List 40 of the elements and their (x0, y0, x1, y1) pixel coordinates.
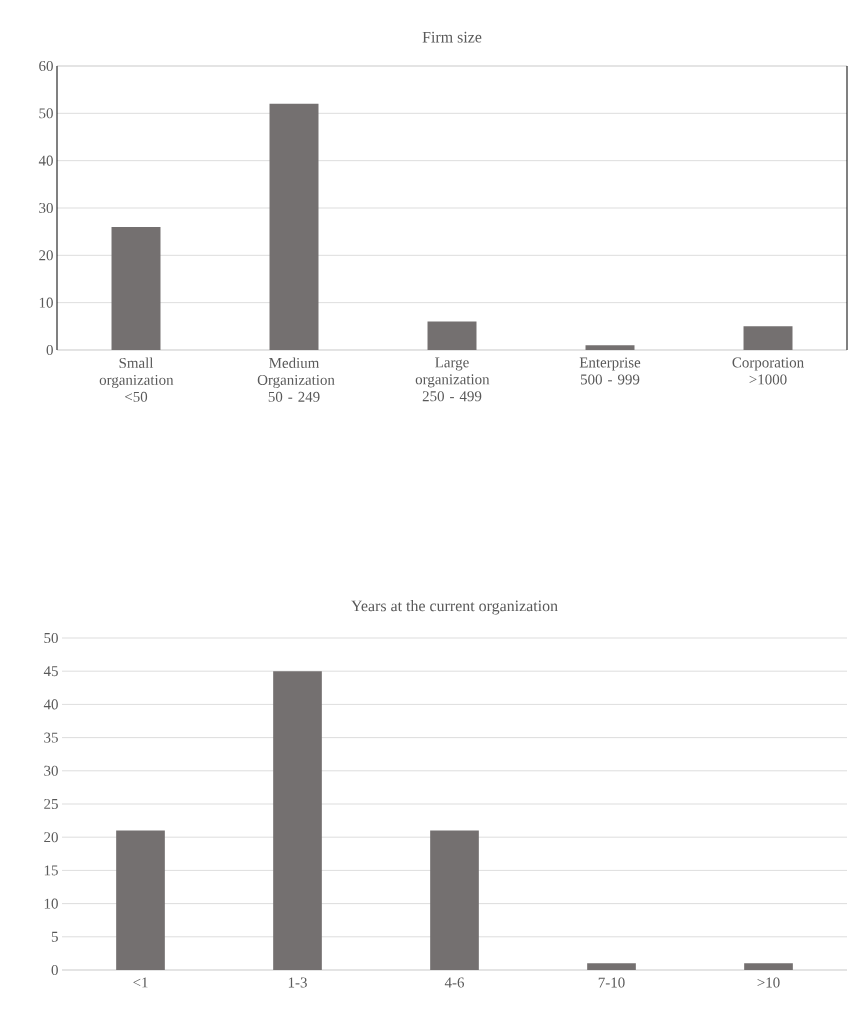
bar (743, 326, 793, 350)
bar (111, 226, 161, 350)
y-tick-label: 45 (43, 666, 58, 677)
bar (430, 830, 479, 970)
y-tick-label: 20 (44, 832, 58, 843)
bar (269, 103, 319, 350)
y-tick-label: 30 (44, 765, 58, 776)
y-tick-label: 25 (44, 798, 58, 810)
y-tick-label: 35 (44, 732, 58, 743)
bar (116, 830, 165, 970)
y-tick-label: 5 (51, 931, 58, 942)
x-tick-label: 1-3 (288, 977, 307, 988)
bar (744, 963, 793, 970)
bar (587, 963, 636, 970)
y-tick-label: 50 (39, 108, 53, 119)
x-tick-label: Small organization <50 (99, 357, 174, 402)
x-tick-label: 4-6 (444, 977, 465, 988)
x-tick-label: Corporation >1000 (732, 357, 804, 385)
x-tick-label: >10 (757, 977, 780, 988)
y-tick-label: 40 (38, 155, 53, 166)
bar (427, 321, 477, 350)
y-tick-label: 0 (46, 344, 53, 356)
y-tick-label: 40 (43, 699, 58, 710)
y-tick-label: 10 (39, 297, 53, 308)
y-tick-label: 0 (51, 964, 58, 976)
y-tick-label: 10 (44, 898, 58, 909)
y-tick-label: 15 (44, 865, 58, 876)
chart-title: Years at the current organization (351, 600, 558, 615)
x-tick-label: Large organization 250 - 499 (415, 357, 490, 402)
chart-title: Firm size (422, 31, 482, 43)
x-tick-label: 7-10 (598, 977, 625, 988)
x-tick-label: Enterprise 500 - 999 (579, 357, 641, 385)
x-tick-label: Medium Organization 50 - 249 (257, 357, 335, 402)
x-tick-label: <1 (133, 977, 148, 988)
y-tick-label: 60 (39, 60, 53, 72)
y-tick-label: 20 (39, 250, 53, 261)
y-tick-label: 50 (44, 632, 58, 644)
bar (273, 671, 322, 970)
y-tick-label: 30 (39, 202, 53, 214)
bar (585, 345, 635, 350)
